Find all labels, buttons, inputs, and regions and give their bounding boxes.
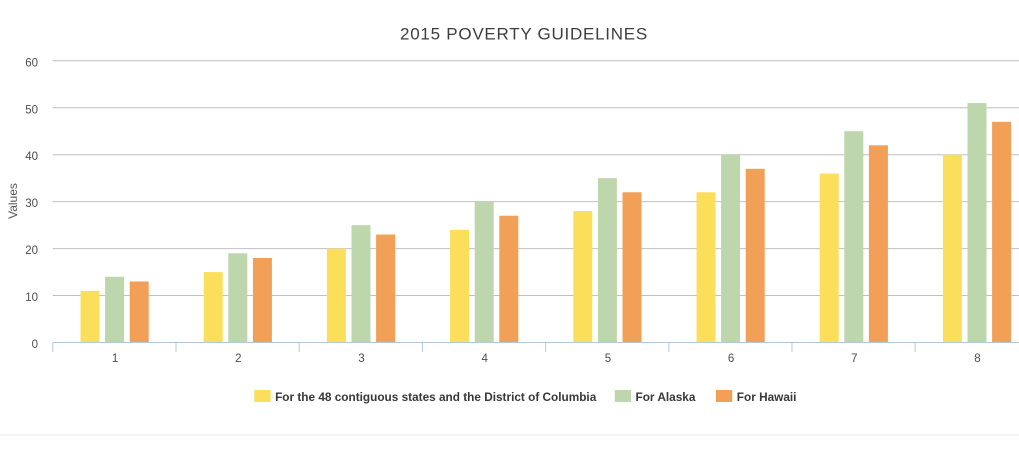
- svg-text:2: 2: [235, 353, 241, 365]
- svg-text:50: 50: [25, 104, 38, 116]
- svg-text:For the 48 contiguous states a: For the 48 contiguous states and the Dis…: [275, 390, 597, 404]
- svg-text:2015 POVERTY GUIDELINES: 2015 POVERTY GUIDELINES: [400, 25, 648, 44]
- svg-text:3: 3: [358, 353, 364, 365]
- svg-text:8: 8: [974, 353, 980, 365]
- svg-text:10: 10: [25, 292, 38, 304]
- svg-text:4: 4: [481, 353, 488, 365]
- svg-text:7: 7: [851, 353, 857, 365]
- svg-text:0: 0: [32, 339, 38, 351]
- svg-text:20: 20: [25, 245, 38, 257]
- svg-text:60: 60: [25, 57, 38, 69]
- svg-text:30: 30: [25, 198, 38, 210]
- svg-text:6: 6: [728, 353, 734, 365]
- svg-text:1: 1: [112, 353, 118, 365]
- svg-text:For Alaska: For Alaska: [636, 390, 696, 404]
- svg-text:Values: Values: [6, 183, 20, 219]
- svg-text:For Hawaii: For Hawaii: [737, 390, 797, 404]
- svg-text:5: 5: [605, 353, 611, 365]
- svg-text:40: 40: [25, 151, 38, 163]
